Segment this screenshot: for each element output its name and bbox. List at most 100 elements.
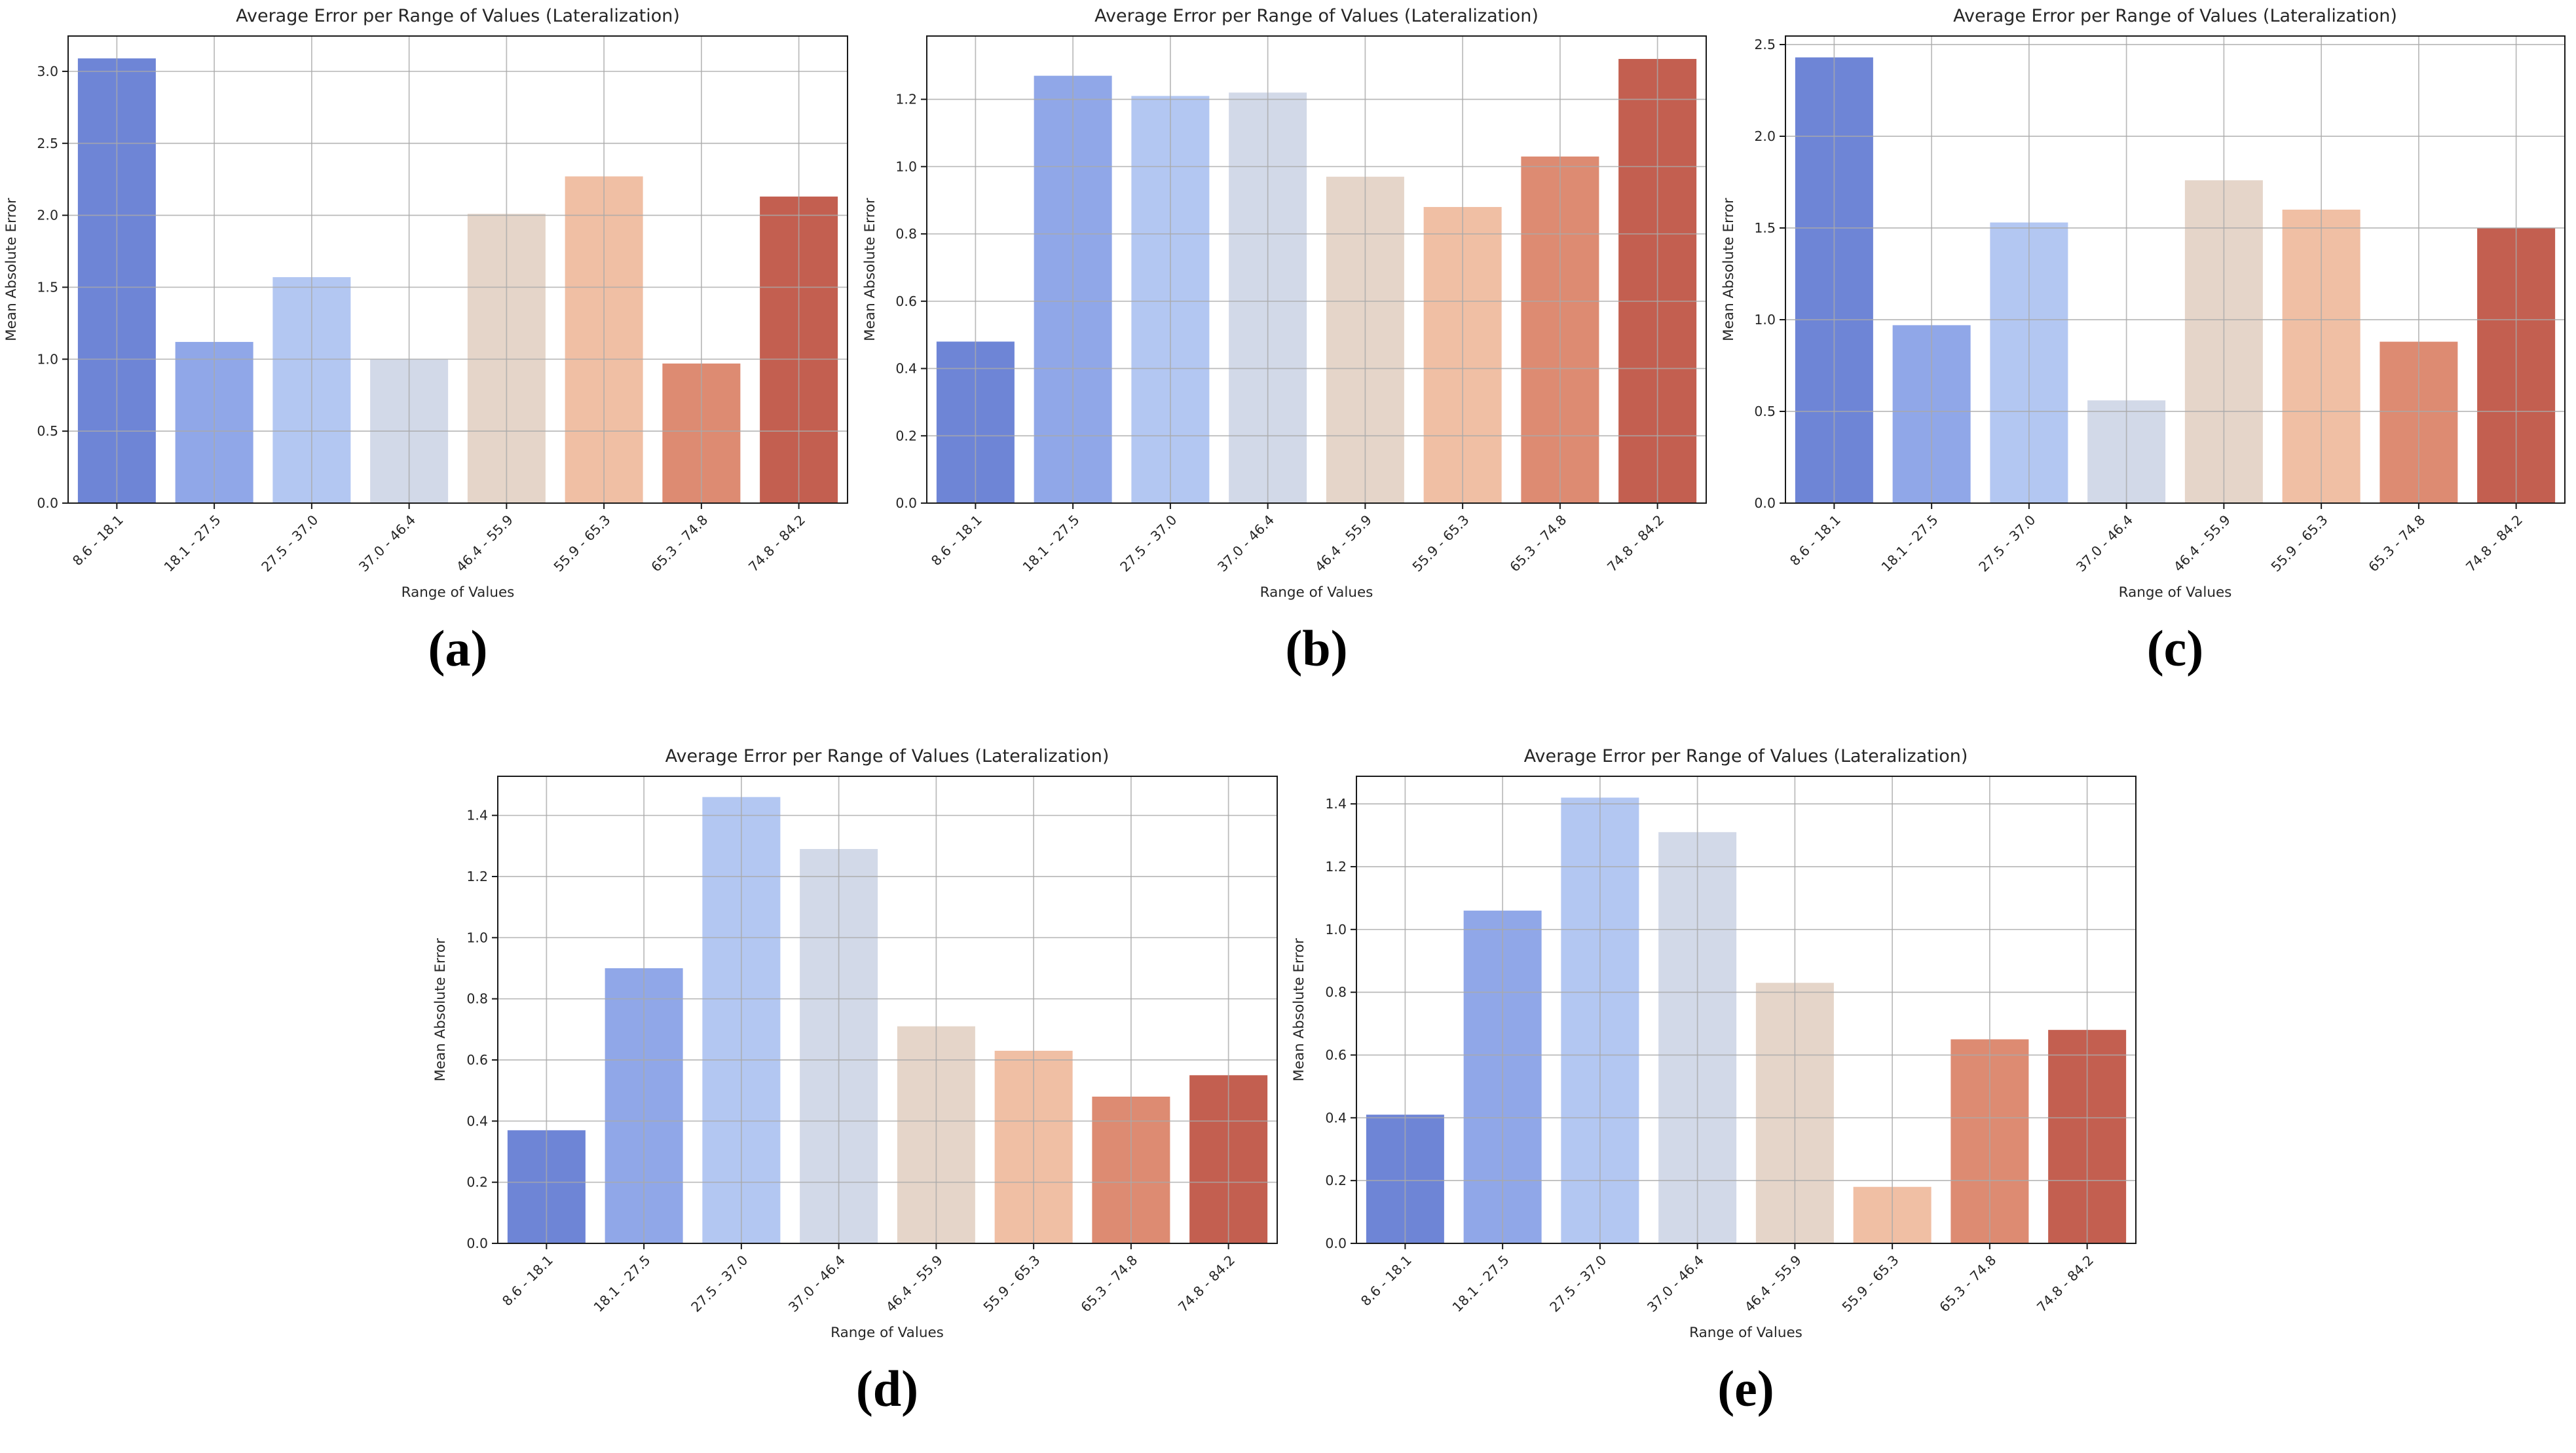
x-tick-label: 74.8 - 84.2: [745, 512, 808, 575]
x-tick-label: 8.6 - 18.1: [928, 512, 985, 569]
y-tick-label: 1.0: [37, 351, 58, 367]
y-tick-label: 0.2: [895, 428, 917, 443]
x-tick-label: 55.9 - 65.3: [2268, 512, 2331, 575]
chart-a: Average Error per Range of Values (Later…: [0, 5, 859, 677]
y-tick-label: 0.2: [466, 1175, 488, 1190]
charts-row-bottom: Average Error per Range of Values (Later…: [0, 745, 2576, 1418]
x-axis-label: Range of Values: [2118, 584, 2232, 601]
chart-title: Average Error per Range of Values (Later…: [236, 6, 680, 26]
chart-title: Average Error per Range of Values (Later…: [1094, 6, 1539, 26]
y-tick-label: 1.0: [1754, 312, 1776, 328]
y-tick-label: 0.8: [895, 226, 917, 242]
plot-area-b: 0.0 0.2 0.4 0.6 0.8 1.0 1.2 8.6 - 18.1 18.1 - 27…: [895, 35, 1707, 575]
y-tick-label: 0.5: [37, 423, 58, 439]
y-axis-label: Mean Absolute Error: [430, 776, 452, 1243]
x-tick-label: 46.4 - 55.9: [2171, 512, 2233, 575]
x-tick-label: 74.8 - 84.2: [2034, 1253, 2097, 1315]
y-tick-label: 0.4: [466, 1113, 488, 1129]
y-tick-label: 2.0: [37, 208, 58, 223]
y-tick-label: 2.5: [37, 136, 58, 151]
y-tick-label: 0.6: [1325, 1047, 1347, 1063]
x-tick-label: 18.1 - 27.5: [1449, 1253, 1512, 1315]
y-tick-label: 0.2: [1325, 1173, 1347, 1188]
x-tick-label: 37.0 - 46.4: [356, 512, 419, 575]
x-tick-label: 27.5 - 37.0: [688, 1253, 751, 1315]
y-tick-label: 0.8: [1325, 985, 1347, 1000]
plot-area-e: 0.0 0.2 0.4 0.6 0.8 1.0 1.2 1.4 8.6 - 18.1 18.1 -…: [1325, 776, 2137, 1315]
x-tick-label: 37.0 - 46.4: [2073, 512, 2136, 575]
y-tick-label: 3.0: [37, 64, 58, 79]
y-tick-label: 0.4: [895, 361, 917, 377]
y-tick-label: 1.4: [466, 808, 488, 823]
plot-border: [496, 776, 1278, 1244]
plot-area-c: 0.0 0.5 1.0 1.5 2.0 2.5 8.6 - 18.1 18.1 - 27.5 2…: [1754, 35, 2566, 575]
x-tick-label: 8.6 - 18.1: [499, 1253, 556, 1310]
y-tick-label: 2.0: [1754, 128, 1776, 144]
x-tick-label: 65.3 - 74.8: [2365, 512, 2428, 575]
y-tick-label: 0.6: [895, 293, 917, 309]
y-tick-label: 1.0: [895, 159, 917, 174]
y-tick-label: 1.0: [1325, 922, 1347, 937]
plot-row: Mean Absolute Error 0.0 0.2 0.4 0.6 0.8 1.0 1.…: [1288, 776, 2137, 1327]
chart-b: Average Error per Range of Values (Later…: [859, 5, 1717, 677]
y-tick-label: 1.2: [1325, 859, 1347, 875]
x-tick-label: 27.5 - 37.0: [258, 512, 321, 575]
plot-row: Mean Absolute Error 0.0 0.5 1.0 1.5 2.0 2.5 8.…: [1717, 35, 2566, 587]
subfigure-label-a: (a): [428, 620, 488, 677]
y-axis-label-text: Mean Absolute Error: [861, 197, 878, 341]
x-tick-label: 74.8 - 84.2: [2463, 512, 2526, 575]
plot-area-a: 0.0 0.5 1.0 1.5 2.0 2.5 3.0 8.6 - 18.1 18.1 - 27…: [37, 35, 848, 575]
y-tick-label: 1.0: [466, 930, 488, 945]
y-tick-label: 2.5: [1754, 37, 1776, 52]
x-tick-label: 37.0 - 46.4: [1644, 1253, 1707, 1315]
y-axis-label-text: Mean Absolute Error: [1291, 937, 1307, 1082]
plot-area-d: 0.0 0.2 0.4 0.6 0.8 1.0 1.2 1.4 8.6 - 18.1 18.1 -…: [466, 776, 1278, 1315]
x-tick-label: 37.0 - 46.4: [785, 1253, 848, 1315]
y-tick-label: 0.8: [466, 991, 488, 1007]
x-tick-label: 65.3 - 74.8: [648, 512, 711, 575]
y-tick-label: 0.0: [895, 495, 917, 511]
x-tick-label: 74.8 - 84.2: [1604, 512, 1667, 575]
x-tick-label: 8.6 - 18.1: [1787, 512, 1844, 569]
chart-d: Average Error per Range of Values (Later…: [430, 745, 1288, 1418]
plot-border: [67, 35, 848, 504]
x-axis-label: Range of Values: [1689, 1325, 1802, 1341]
x-tick-label: 74.8 - 84.2: [1175, 1253, 1238, 1315]
y-tick-label: 1.5: [37, 279, 58, 295]
y-tick-label: 1.2: [895, 92, 917, 107]
y-tick-label: 1.2: [466, 869, 488, 884]
x-tick-label: 65.3 - 74.8: [1936, 1253, 1999, 1315]
x-tick-label: 27.5 - 37.0: [1975, 512, 2038, 575]
subfigure-label-e: (e): [1717, 1360, 1774, 1417]
y-tick-label: 0.6: [466, 1052, 488, 1068]
x-tick-label: 65.3 - 74.8: [1077, 1253, 1140, 1315]
y-tick-label: 0.4: [1325, 1110, 1347, 1125]
x-tick-label: 55.9 - 65.3: [1839, 1253, 1901, 1315]
x-tick-label: 18.1 - 27.5: [161, 512, 224, 575]
chart-title: Average Error per Range of Values (Later…: [1953, 6, 2397, 26]
x-tick-label: 37.0 - 46.4: [1214, 512, 1277, 575]
x-tick-label: 65.3 - 74.8: [1506, 512, 1569, 575]
y-tick-label: 0.5: [1754, 404, 1776, 419]
y-tick-label: 1.5: [1754, 220, 1776, 236]
plot-border: [1785, 35, 2566, 504]
chart-title: Average Error per Range of Values (Later…: [665, 746, 1110, 766]
x-tick-label: 55.9 - 65.3: [980, 1253, 1043, 1315]
x-tick-label: 8.6 - 18.1: [69, 512, 126, 569]
y-tick-label: 0.0: [1754, 495, 1776, 511]
chart-title: Average Error per Range of Values (Later…: [1523, 746, 1968, 766]
y-tick-label: 1.4: [1325, 796, 1347, 812]
y-axis-label: Mean Absolute Error: [859, 35, 881, 503]
x-tick-label: 8.6 - 18.1: [1358, 1253, 1415, 1310]
figure: Average Error per Range of Values (Later…: [0, 5, 2576, 1418]
x-axis-label: Range of Values: [401, 584, 515, 601]
y-tick-label: 0.0: [466, 1236, 488, 1251]
x-tick-label: 27.5 - 37.0: [1546, 1253, 1609, 1315]
subfigure-label-c: (c): [2146, 620, 2204, 677]
x-tick-label: 18.1 - 27.5: [1020, 512, 1083, 575]
y-axis-label: Mean Absolute Error: [1288, 776, 1311, 1243]
plot-border: [926, 35, 1707, 504]
plot-row: Mean Absolute Error 0.0 0.2 0.4 0.6 0.8 1.0 1.…: [430, 776, 1278, 1327]
plot-row: Mean Absolute Error 0.0 0.2 0.4 0.6 0.8 1.0 1.…: [859, 35, 1707, 587]
charts-row-top: Average Error per Range of Values (Later…: [0, 5, 2576, 677]
